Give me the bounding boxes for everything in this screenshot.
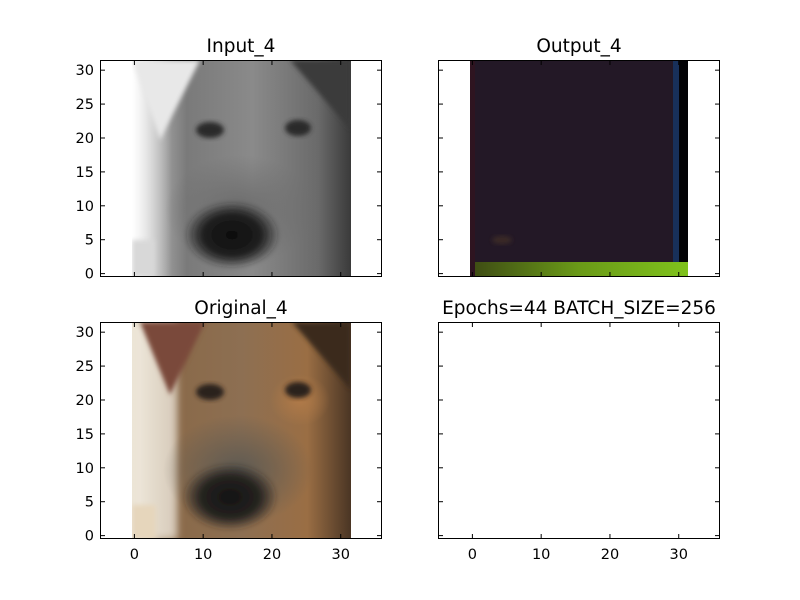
image-bottom-band [470,262,688,277]
image-bottom-left [132,505,156,539]
y-tick-label: 30 [76,63,94,79]
axes-frame [438,322,720,539]
image-ear-right [292,322,351,390]
image-eye-right [285,120,311,136]
x-tick-label: 0 [468,547,477,563]
y-tick-label: 15 [76,165,94,181]
image-cheek [270,374,330,426]
x-tick-label: 20 [263,547,281,563]
axes-frame [438,60,720,277]
y-tick-label: 0 [85,529,94,545]
panel-title: Output_4 [536,36,621,57]
x-tick-label: 20 [601,547,619,563]
y-tick-label: 5 [85,233,94,249]
x-tick-label: 30 [332,547,350,563]
image-stripe-black [679,60,688,277]
y-tick-label: 15 [76,427,94,443]
axes-frame [100,322,382,539]
panel-image [470,60,688,277]
image-bottom-left [132,240,154,277]
y-tick-label: 10 [76,461,94,477]
panel-epochs-44-batch-size-256: Epochs=44 BATCH_SIZE=256 0 10 20 30 [438,298,720,563]
y-tick-label: 5 [85,495,94,511]
image-left-edge [470,60,475,277]
image-ear-left [132,60,200,140]
image-stripe-blue [673,60,679,277]
image-artifact [492,236,512,244]
y-tick-label: 10 [76,199,94,215]
x-tick-label: 30 [670,547,688,563]
panel-original-4: Original_4 0 5 10 15 20 25 30 0 10 20 30 [76,298,382,563]
panel-input-4: Input_4 0 5 10 15 20 25 30 [76,36,382,283]
x-tick-label: 10 [532,547,550,563]
y-tick-label: 25 [76,359,94,375]
image-eye-left [196,122,224,138]
image-eye-right [285,382,311,398]
image-nose [184,201,280,269]
panel-title: Original_4 [194,298,287,319]
y-tick-label: 20 [76,131,94,147]
panel-title: Input_4 [207,36,276,57]
image-nose [182,463,278,531]
y-tick-label: 25 [76,97,94,113]
image-eye-left [196,384,224,400]
y-tick-label: 20 [76,393,94,409]
axes-frame [100,60,382,277]
y-tick-label: 30 [76,325,94,341]
y-tick-label: 0 [85,267,94,283]
panel-title: Epochs=44 BATCH_SIZE=256 [442,298,716,319]
image-ear-left [140,322,205,395]
image-base [470,60,688,277]
panel-image [132,60,351,277]
image-ear-right [290,60,351,130]
x-tick-label: 0 [130,547,139,563]
panel-image [132,322,351,539]
x-tick-label: 10 [194,547,212,563]
panel-output-4: Output_4 [438,36,720,277]
